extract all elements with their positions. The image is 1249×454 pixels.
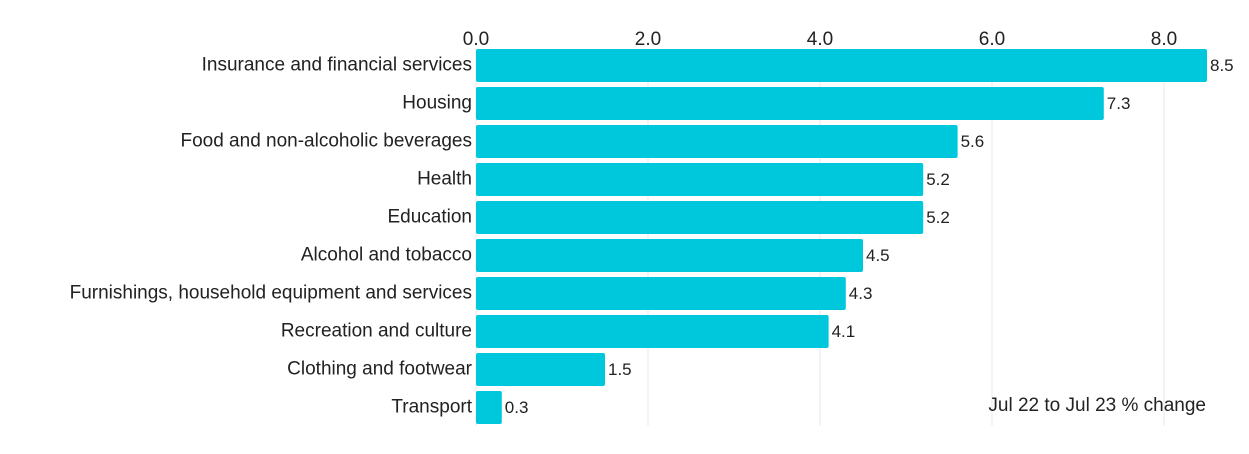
x-tick-label: 0.0 — [463, 29, 489, 50]
category-label: Alcohol and tobacco — [301, 245, 472, 266]
value-label: 0.3 — [505, 398, 529, 417]
x-tick-label: 2.0 — [635, 29, 661, 50]
value-label: 4.1 — [832, 322, 856, 341]
category-label: Clothing and footwear — [287, 359, 473, 380]
value-label: 7.3 — [1107, 94, 1131, 113]
bar — [476, 49, 1207, 82]
x-axis-ticks: 0.0 2.0 4.0 6.0 8.0 — [463, 29, 1177, 50]
bar — [476, 125, 958, 158]
chart-annotation: Jul 22 to Jul 23 % change — [988, 395, 1206, 416]
category-label: Education — [387, 207, 472, 228]
bar — [476, 163, 924, 196]
x-tick-label: 4.0 — [807, 29, 833, 50]
value-label: 5.6 — [961, 132, 985, 151]
value-label: 1.5 — [608, 360, 632, 379]
category-labels: Insurance and financial services Housing F… — [70, 55, 473, 418]
bar — [476, 87, 1104, 120]
bar — [476, 353, 605, 386]
x-tick-label: 8.0 — [1151, 29, 1177, 50]
x-tick-label: 6.0 — [979, 29, 1005, 50]
category-label: Housing — [402, 93, 472, 114]
bar — [476, 391, 502, 424]
category-label: Transport — [391, 397, 472, 418]
value-label: 5.2 — [926, 208, 950, 227]
category-label: Recreation and culture — [281, 321, 472, 342]
value-label: 4.5 — [866, 246, 890, 265]
value-label: 4.3 — [849, 284, 873, 303]
value-label: 5.2 — [926, 170, 950, 189]
bar — [476, 201, 924, 234]
category-label: Furnishings, household equipment and ser… — [70, 283, 472, 304]
category-label: Insurance and financial services — [202, 55, 472, 76]
category-label: Food and non-alcoholic beverages — [180, 131, 472, 152]
value-labels: 8.5 7.3 5.6 5.2 5.2 4.5 4.3 4.1 1.5 0.3 — [505, 56, 1234, 417]
bars — [476, 49, 1207, 424]
bar — [476, 277, 846, 310]
bar — [476, 239, 863, 272]
category-label: Health — [417, 169, 472, 190]
bar — [476, 315, 829, 348]
value-label: 8.5 — [1210, 56, 1234, 75]
